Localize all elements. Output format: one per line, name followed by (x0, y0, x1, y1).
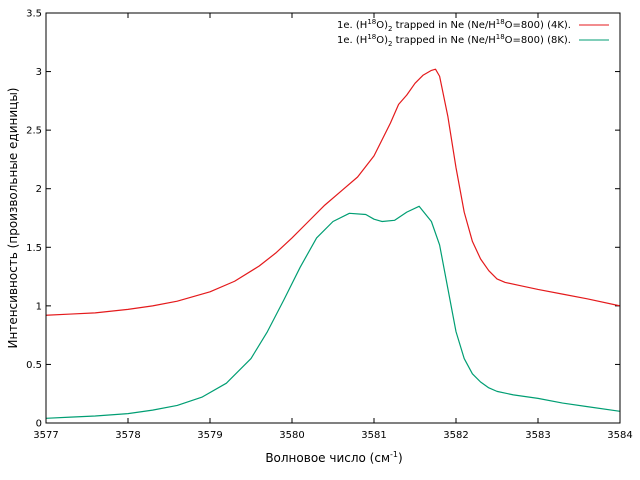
legend-4k-mid2: trapped in Ne (Ne/H (393, 20, 496, 31)
x-axis-label-sup: -1 (390, 450, 398, 459)
legend-4k-sub1: 2 (388, 25, 392, 33)
legend-4k-suffix: O=800) (4K). (505, 20, 571, 31)
legend-entry-8k-label: 1e. (H18O)2 trapped in Ne (Ne/H18O=800) … (337, 33, 571, 48)
x-tick-label: 3581 (361, 430, 386, 441)
legend-4k-sup2: 18 (496, 18, 505, 26)
x-tick-label: 3583 (525, 430, 550, 441)
y-tick-label: 2.5 (26, 126, 42, 137)
y-tick-label: 3 (36, 67, 42, 78)
y-tick-label: 1 (36, 301, 42, 312)
legend: 1e. (H18O)2 trapped in Ne (Ne/H18O=800) … (337, 18, 609, 48)
series-line-8k (45, 205, 621, 419)
y-tick-label: 0.5 (26, 360, 42, 371)
legend-4k-sup1: 18 (367, 18, 376, 26)
x-tick-label: 3580 (279, 430, 304, 441)
series-layer (45, 68, 621, 419)
legend-8k-sup2: 18 (496, 33, 505, 41)
legend-8k-sup1: 18 (367, 33, 376, 41)
x-axis-label-end: ) (398, 451, 403, 465)
x-tick-label: 3578 (115, 430, 140, 441)
legend-8k-sub1: 2 (388, 40, 392, 48)
series-line-4k (45, 68, 621, 316)
x-axis-label: Волновое число (см-1) (265, 450, 402, 465)
legend-8k-mid1: O) (376, 35, 388, 46)
x-tick-label: 3577 (33, 430, 58, 441)
y-tick-label: 1.5 (26, 243, 42, 254)
x-tick-label: 3579 (197, 430, 222, 441)
legend-4k-prefix: 1e. (H (337, 20, 367, 31)
y-tick-label: 0 (36, 419, 42, 430)
legend-entry-4k-label: 1e. (H18O)2 trapped in Ne (Ne/H18O=800) … (337, 18, 571, 33)
x-axis-label-main: Волновое число (см (265, 451, 390, 465)
legend-4k-mid1: O) (376, 20, 388, 31)
legend-8k-prefix: 1e. (H (337, 35, 367, 46)
y-tick-label: 3.5 (26, 9, 42, 20)
ticks-layer: 3577 3578 3579 3580 3581 3582 3583 3584 0 0.5 1 1.5… (26, 9, 633, 442)
x-tick-label: 3582 (443, 430, 468, 441)
y-tick-label: 2 (36, 184, 42, 195)
legend-8k-suffix: O=800) (8K). (505, 35, 571, 46)
x-tick-label: 3584 (607, 430, 632, 441)
y-axis-label: Интенсивность (произвольные единицы) (6, 88, 20, 349)
plot-frame (45, 12, 621, 424)
legend-8k-mid2: trapped in Ne (Ne/H (393, 35, 496, 46)
